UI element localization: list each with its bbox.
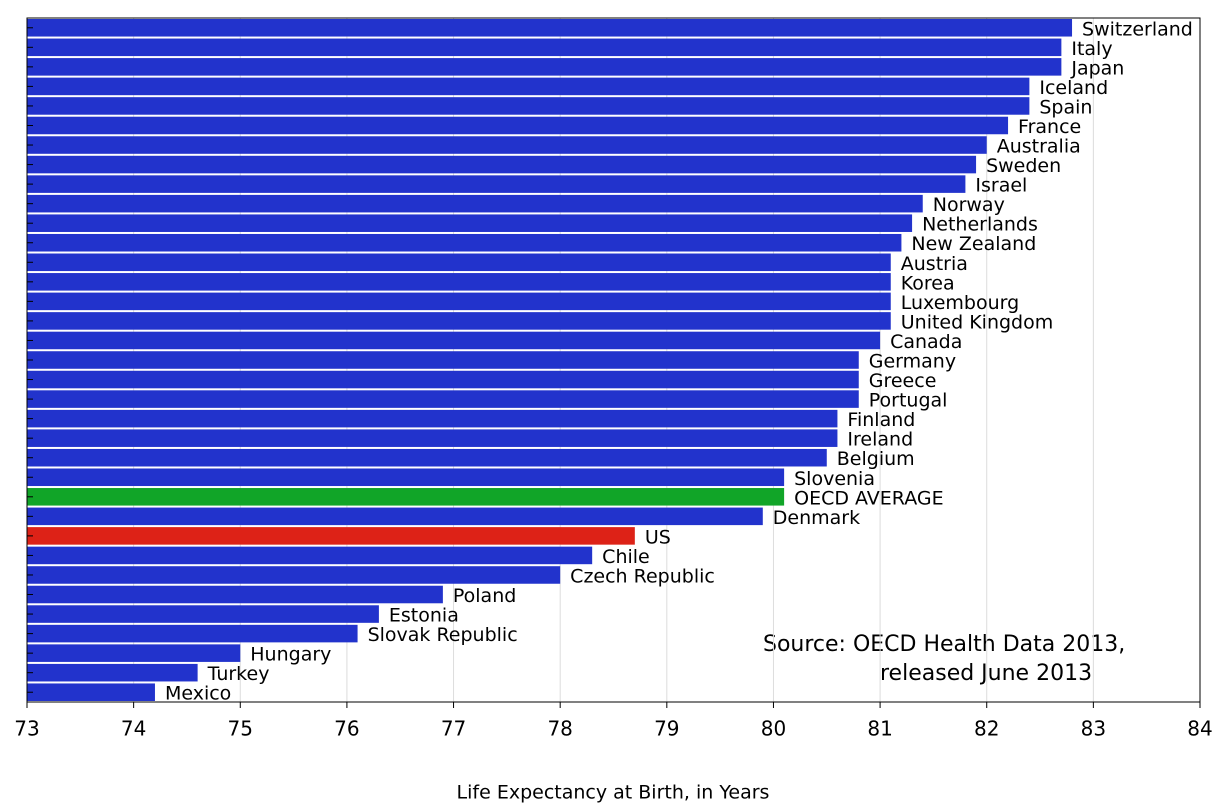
bar <box>27 19 1073 37</box>
bar <box>27 448 827 467</box>
x-axis-label: Life Expectancy at Birth, in Years <box>457 782 770 804</box>
bar <box>27 488 785 506</box>
plot-frame <box>26 17 1201 703</box>
bar <box>27 683 155 701</box>
bar <box>27 624 358 643</box>
bar-label: Slovenia <box>794 468 875 490</box>
bar-label: Spain <box>1039 96 1092 118</box>
bar-label: Korea <box>901 272 955 294</box>
bar-label: Estonia <box>389 605 459 627</box>
bar-label: Australia <box>997 136 1081 158</box>
bar <box>27 409 838 428</box>
bar <box>27 566 561 584</box>
bar-label: Netherlands <box>922 214 1038 236</box>
bar-label: Israel <box>975 175 1027 197</box>
bar-label: Sweden <box>986 155 1061 177</box>
x-tick-label: 84 <box>1187 717 1212 741</box>
bar-label: Switzerland <box>1082 18 1193 40</box>
bar <box>27 585 443 604</box>
bar <box>27 214 913 232</box>
bar <box>27 312 891 330</box>
bar <box>27 155 977 174</box>
bar-label: Germany <box>869 351 956 373</box>
bar-label: Japan <box>1070 57 1124 79</box>
bar <box>27 331 881 350</box>
x-tick-label: 74 <box>121 717 146 741</box>
annotation: Source: OECD Health Data 2013, <box>763 632 1125 657</box>
bar-label: Norway <box>933 194 1005 216</box>
x-tick-label: 75 <box>228 717 253 741</box>
x-tick-label: 80 <box>761 717 786 741</box>
bar <box>27 175 966 193</box>
bar-label: Canada <box>890 331 962 353</box>
bar <box>27 468 785 487</box>
bar <box>27 136 987 154</box>
bar <box>27 546 593 565</box>
bar <box>27 605 379 623</box>
bar-label: Italy <box>1071 38 1112 60</box>
bar-label: France <box>1018 116 1081 138</box>
bar <box>27 58 1062 76</box>
bar-label: Chile <box>602 546 650 568</box>
bar <box>27 527 635 545</box>
bar-label: Turkey <box>207 663 270 685</box>
bar-label: Austria <box>901 253 968 275</box>
bar-label: Belgium <box>837 448 915 470</box>
bar-label: Slovak Republic <box>368 624 518 646</box>
bar-label: Finland <box>847 409 915 431</box>
bar-label: Iceland <box>1039 77 1108 99</box>
bar <box>27 194 923 213</box>
bar-label: Denmark <box>773 507 860 529</box>
bar <box>27 77 1030 96</box>
bar-label: Luxembourg <box>901 292 1019 314</box>
x-tick-label: 83 <box>1081 717 1106 741</box>
bar <box>27 370 859 389</box>
bar <box>27 351 859 369</box>
bar <box>27 38 1062 57</box>
bar-label: Greece <box>869 370 937 392</box>
x-tick-label: 73 <box>14 717 39 741</box>
bar-label: Hungary <box>250 644 331 666</box>
annotation: released June 2013 <box>880 661 1092 686</box>
x-tick-label: 78 <box>547 717 572 741</box>
bar-label: Poland <box>453 585 516 607</box>
bar-label: United Kingdom <box>901 311 1054 333</box>
bar <box>27 97 1030 115</box>
bar <box>27 116 1009 135</box>
x-tick-label: 82 <box>974 717 999 741</box>
bar-label: Czech Republic <box>570 565 715 587</box>
bar <box>27 390 859 408</box>
x-tick-label: 79 <box>654 717 679 741</box>
bar-label: Mexico <box>165 683 231 705</box>
x-tick-label: 81 <box>867 717 892 741</box>
bar <box>27 292 891 311</box>
bar <box>27 644 241 662</box>
bar <box>27 233 902 252</box>
x-tick-label: 76 <box>334 717 359 741</box>
bar-label: New Zealand <box>911 233 1036 255</box>
bar <box>27 507 763 526</box>
bar-label: Ireland <box>847 429 913 451</box>
bar-label: Portugal <box>869 390 948 412</box>
bar-label: US <box>645 526 671 548</box>
bar <box>27 273 891 291</box>
bar-label: OECD AVERAGE <box>794 487 944 509</box>
bar <box>27 663 198 682</box>
bar <box>27 429 838 447</box>
x-tick-label: 77 <box>441 717 466 741</box>
bar <box>27 253 891 272</box>
